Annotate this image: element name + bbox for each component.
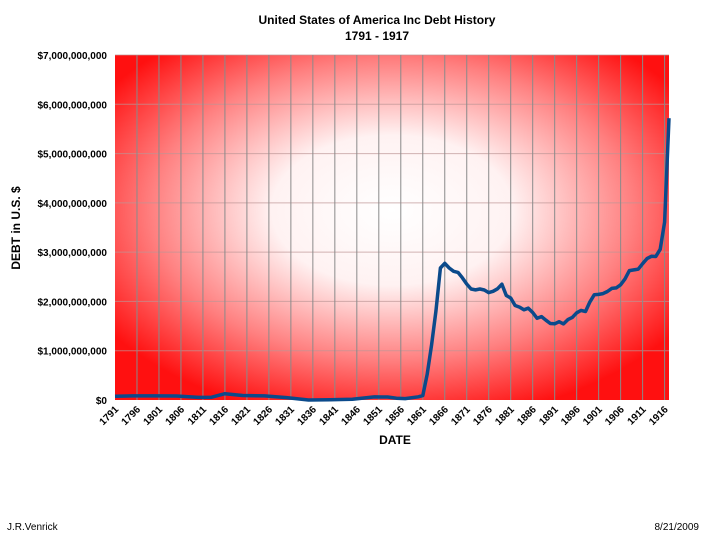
x-tick-label: 1866 [427,404,451,428]
x-tick-label: 1806 [164,404,188,428]
x-tick-label: 1876 [471,404,495,428]
x-tick-label: 1891 [537,404,561,428]
y-axis-label: DEBT in U.S. $ [9,186,23,270]
x-tick-label: 1791 [98,404,122,428]
x-tick-label: 1826 [251,404,275,428]
x-tick-label: 1896 [559,404,583,428]
x-tick-label: 1856 [383,404,407,428]
x-tick-label: 1906 [603,404,627,428]
author-label: J.R.Venrick [7,522,58,533]
y-tick-label: $0 [96,396,108,407]
x-tick-label: 1916 [647,404,671,428]
x-tick-label: 1871 [449,404,473,428]
x-tick-label: 1901 [581,404,605,428]
x-tick-label: 1841 [317,404,341,428]
x-tick-label: 1851 [361,404,385,428]
y-tick-label: $3,000,000,000 [37,248,107,259]
debt-line [114,118,671,402]
x-tick-label: 1881 [493,404,517,428]
y-tick-label: $1,000,000,000 [37,347,107,358]
x-axis-label: DATE [379,433,411,447]
x-tick-label: 1846 [339,404,363,428]
y-tick-label: $4,000,000,000 [37,199,107,210]
chart-title: United States of America Inc Debt Histor… [259,13,496,27]
x-tick-label: 1811 [186,404,209,427]
x-tick-label: 1796 [120,404,144,428]
x-tick-label: 1831 [273,404,297,428]
y-tick-label: $7,000,000,000 [37,51,107,62]
chart-subtitle: 1791 - 1917 [345,29,409,43]
plot-area [115,55,669,400]
x-tick-label: 1886 [515,404,539,428]
y-tick-label: $5,000,000,000 [37,150,107,161]
y-tick-label: $6,000,000,000 [37,100,107,111]
x-tick-label: 1911 [626,404,649,427]
y-tick-label: $2,000,000,000 [37,297,107,308]
x-tick-label: 1821 [230,404,254,428]
x-tick-label: 1816 [208,404,232,428]
x-tick-label: 1836 [295,404,319,428]
x-tick-label: 1861 [405,404,429,428]
date-label: 8/21/2009 [654,522,700,533]
x-tick-label: 1801 [142,404,166,428]
